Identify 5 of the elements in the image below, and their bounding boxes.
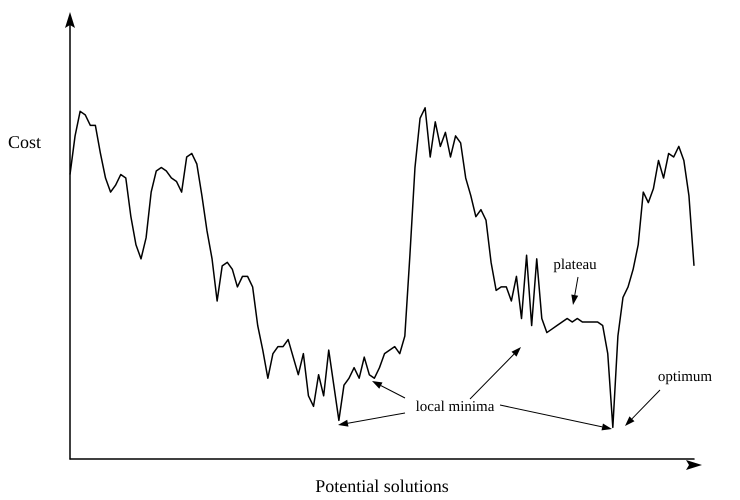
x-axis-title: Potential solutions: [315, 476, 449, 496]
annotation: plateau: [553, 257, 598, 273]
annotation: optimum: [658, 369, 712, 385]
y-axis-title: Cost: [8, 132, 42, 152]
annotation: local minima: [416, 399, 495, 415]
